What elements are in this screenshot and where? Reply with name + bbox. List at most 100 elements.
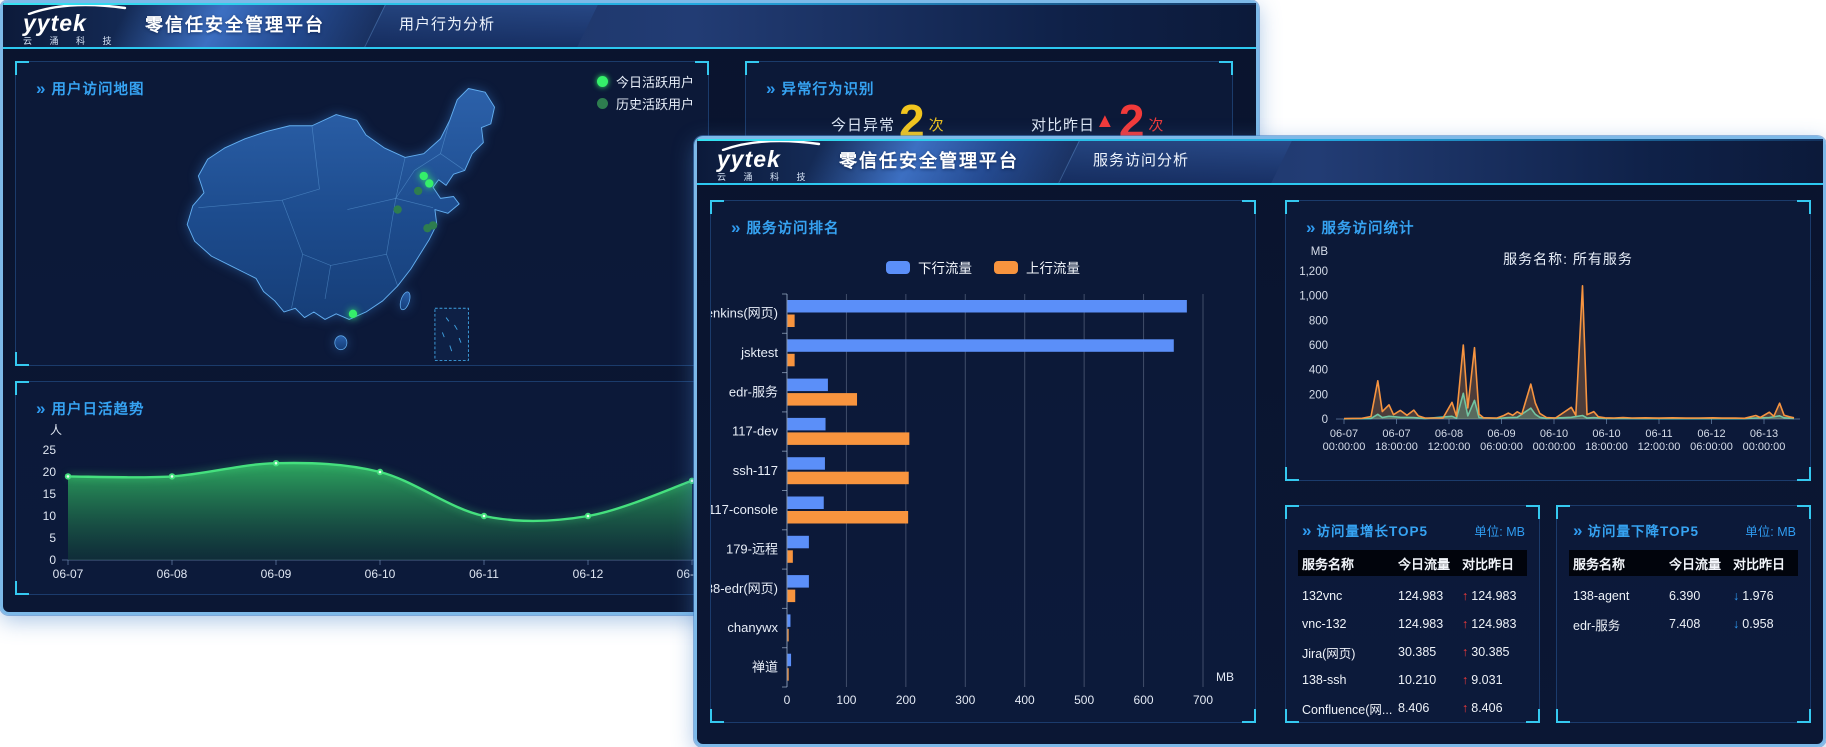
legend-label: 下行流量 <box>918 261 972 276</box>
svg-text:06-12: 06-12 <box>1697 428 1725 440</box>
cell-service-name: vnc-132 <box>1302 617 1347 631</box>
downstream-bar[interactable] <box>787 457 825 470</box>
svg-text:禅道: 禅道 <box>752 659 778 674</box>
chevrons-icon: » <box>766 79 776 98</box>
svg-text:179-远程: 179-远程 <box>726 541 778 556</box>
downstream-bar[interactable] <box>787 496 824 510</box>
downstream-bar[interactable] <box>787 378 828 392</box>
history-user-dot <box>393 205 402 214</box>
legend-item-upstream[interactable]: 上行流量 <box>994 257 1080 277</box>
cell-service-name: Confluence(网... <box>1302 702 1393 717</box>
user-location-dots <box>348 171 438 319</box>
downstream-bar[interactable] <box>787 653 792 667</box>
china-map[interactable] <box>166 68 566 366</box>
legend-item-history[interactable]: 历史活跃用户 <box>596 92 694 114</box>
panel-title: » 服务访问排名 <box>731 217 839 238</box>
upstream-bar[interactable] <box>787 511 909 524</box>
svg-text:00:00:00: 00:00:00 <box>1743 441 1786 453</box>
svg-text:edr-服务: edr-服务 <box>729 384 778 399</box>
cell-vs-yesterday: ↑ 8.406 <box>1462 701 1527 715</box>
svg-text:600: 600 <box>1309 340 1328 352</box>
cell-service-name: 138-agent <box>1573 589 1630 603</box>
panel-title: » 访问量下降TOP5 <box>1573 520 1699 540</box>
upstream-bar[interactable] <box>787 314 795 328</box>
svg-text:06:00:00: 06:00:00 <box>1480 441 1523 453</box>
downstream-bar[interactable] <box>787 339 1174 352</box>
panel-title: » 用户访问地图 <box>36 78 144 99</box>
logo-arc-icon <box>721 140 821 151</box>
column-today-traffic: 今日流量 <box>1398 556 1451 572</box>
bar-chart-legend: 下行流量 上行流量 <box>711 257 1255 277</box>
legend-item-today[interactable]: 今日活跃用户 <box>596 70 694 92</box>
window-top-accent <box>3 3 1256 5</box>
down-arrow-icon: ↓ <box>1733 617 1740 631</box>
brand-logo: yytek 云 涌 科 技 <box>717 140 837 182</box>
svg-text:117-console: 117-console <box>711 502 778 517</box>
column-today-traffic: 今日流量 <box>1669 556 1722 572</box>
history-active-dot-icon <box>596 97 608 109</box>
svg-text:1,200: 1,200 <box>1299 266 1328 278</box>
tab-user-behavior[interactable]: 用户行为分析 <box>399 16 496 33</box>
table-column-headers: 服务名称 今日流量 对比昨日 <box>1569 550 1798 576</box>
cell-vs-yesterday: ↑ 9.031 <box>1462 673 1527 687</box>
svg-text:00:00:00: 00:00:00 <box>1533 441 1576 453</box>
svg-text:100: 100 <box>836 693 856 707</box>
upstream-bar[interactable] <box>787 353 795 367</box>
svg-text:800: 800 <box>1309 315 1328 327</box>
upstream-bar[interactable] <box>787 432 910 445</box>
svg-text:06-09: 06-09 <box>1487 428 1515 440</box>
cell-vs-yesterday: ↑ 124.983 <box>1462 617 1527 631</box>
legend-label: 今日活跃用户 <box>615 74 694 90</box>
svg-text:10: 10 <box>43 509 57 523</box>
svg-text:ssh-117: ssh-117 <box>733 463 778 478</box>
upstream-bar[interactable] <box>787 589 796 603</box>
unit-label: 单位: MB <box>1745 524 1796 539</box>
up-arrow-icon: ▲ <box>1095 110 1115 133</box>
downstream-bar[interactable] <box>787 575 809 588</box>
legend-label: 上行流量 <box>1026 261 1080 276</box>
downstream-bar[interactable] <box>787 417 826 431</box>
svg-text:15: 15 <box>43 487 57 501</box>
panel-title: » 异常行为识别 <box>766 78 874 99</box>
upstream-bar[interactable] <box>787 393 858 406</box>
up-arrow-icon: ↑ <box>1462 673 1469 687</box>
panel-title: » 用户日活趋势 <box>36 398 144 419</box>
column-service-name: 服务名称 <box>1573 556 1626 572</box>
chevrons-icon: » <box>731 218 741 237</box>
taiwan-island <box>399 291 411 311</box>
upstream-bar[interactable] <box>787 550 793 563</box>
svg-text:06-08: 06-08 <box>157 567 188 581</box>
cell-today-traffic: 8.406 <box>1398 701 1430 715</box>
daily-active-users-chart[interactable]: 人 0 5 10 15 20 25 06-07 06-08 06-09 06-10 06-11 06-1… <box>16 382 710 596</box>
unit-label: 单位: MB <box>1474 524 1525 539</box>
svg-text:5: 5 <box>49 531 56 545</box>
service-name-subtitle: 服务名称: 所有服务 <box>1503 251 1633 267</box>
cell-vs-yesterday: ↓ 1.976 <box>1733 589 1798 603</box>
svg-text:117-dev: 117-dev <box>732 424 779 439</box>
downstream-swatch-icon <box>886 260 910 274</box>
service-stats-line-chart[interactable]: MB02004006008001,0001,20006-0700:00:0006… <box>1286 201 1812 482</box>
svg-text:600: 600 <box>1134 693 1154 707</box>
cell-service-name: Jira(网页) <box>1302 646 1356 661</box>
downstream-bar[interactable] <box>787 614 791 627</box>
tab-service-access[interactable]: 服务访问分析 <box>1093 152 1190 169</box>
panel-service-stats: » 服务访问统计 服务名称: 所有服务 MB 0 200 400 600 800 1,000… <box>1285 200 1811 481</box>
decline-table-body: 138-agent 6.390 ↓ 1.976 edr-服务 7.408 ↓ 0.958 <box>1569 582 1798 638</box>
upstream-bar[interactable] <box>787 668 789 681</box>
panel-daily-active-trend: » 用户日活趋势 人 0 5 10 15 20 25 06-07 06-08 06-09 06-10… <box>15 381 709 595</box>
upstream-bar[interactable] <box>787 628 789 642</box>
downstream-bar[interactable] <box>787 535 809 549</box>
traffic-line-series_1[interactable] <box>1343 285 1795 420</box>
upstream-bar[interactable] <box>787 471 909 485</box>
svg-text:06-10: 06-10 <box>1540 428 1568 440</box>
legend-item-downstream[interactable]: 下行流量 <box>886 257 972 277</box>
delta-value: 0.958 <box>1742 617 1774 631</box>
table-row: 138-agent 6.390 ↓ 1.976 <box>1569 582 1798 610</box>
hainan-island <box>334 335 348 351</box>
panel-growth-top5: » 访问量增长TOP5 单位: MB 服务名称 今日流量 对比昨日 132vnc… <box>1285 505 1540 723</box>
up-arrow-icon: ↑ <box>1462 589 1469 603</box>
svg-text:1,000: 1,000 <box>1299 291 1328 303</box>
downstream-bar[interactable] <box>787 300 1187 313</box>
